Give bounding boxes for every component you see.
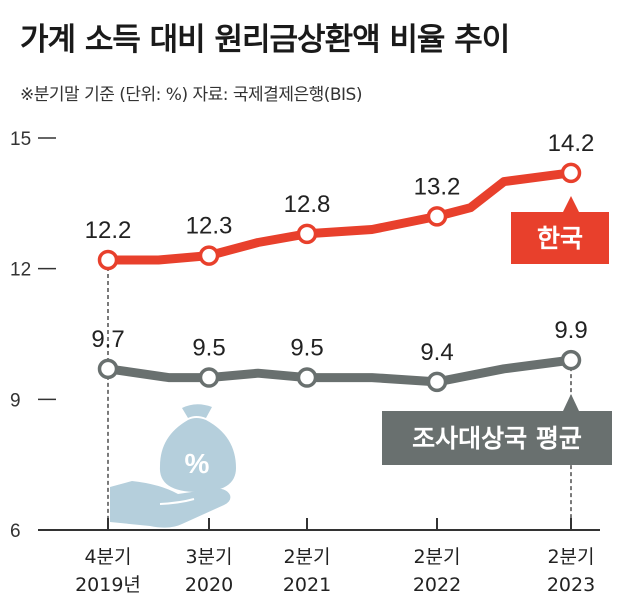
bag-percent-symbol: % (185, 448, 210, 479)
x-tick-label: 2분기 2021 (283, 546, 331, 596)
data-label: 9.9 (554, 317, 587, 344)
data-label: 12.2 (85, 217, 132, 244)
x-tick-label: 2분기 2022 (413, 546, 461, 596)
data-point-marker (97, 358, 119, 380)
y-tick-label: 6 (10, 521, 21, 542)
data-point-marker (560, 162, 582, 184)
open-hand-icon (110, 481, 231, 528)
legend-badge-average: 조사대상국 평균 (382, 394, 612, 465)
data-label: 9.7 (91, 326, 124, 353)
data-point-marker (198, 367, 220, 388)
money-bag-percent-icon: % (159, 404, 236, 492)
data-label: 9.5 (192, 335, 225, 362)
data-point-marker (97, 249, 119, 271)
y-tick-label: 9 (10, 390, 21, 411)
legend-badge-bg (511, 212, 609, 264)
data-point-marker (296, 367, 318, 388)
legend-badge-pointer (563, 196, 579, 212)
data-point-marker (198, 245, 220, 266)
axis-layer: 6 9 12 15 4분기 2019년 3분기 2020 2분기 2021 2분기 2022 2분기 20… (10, 129, 600, 596)
chart-title: 가계 소득 대비 원리금상환액 비율 추이 (20, 22, 510, 58)
y-tick-label: 12 (10, 260, 31, 281)
data-label: 9.5 (290, 335, 323, 362)
data-point-marker (426, 371, 448, 393)
x-tick-label: 4분기 2019년 (75, 546, 141, 596)
data-label: 12.3 (186, 213, 233, 240)
data-point-marker (560, 349, 582, 371)
chart-subtitle: ※분기말 기준 (단위: %) 자료: 국제결제은행(BIS) (20, 85, 362, 105)
data-label: 9.4 (420, 339, 453, 366)
data-label: 13.2 (414, 173, 461, 200)
legend-label-average: 조사대상국 평균 (412, 424, 582, 453)
legend-badge-bg (382, 411, 612, 465)
series-line (103, 355, 576, 387)
legend-badge-korea: 한국 (511, 196, 609, 264)
x-tick-label: 3분기 2020 (185, 546, 233, 596)
data-label: 14.2 (548, 130, 595, 157)
data-point-marker (296, 223, 318, 245)
data-point-marker (426, 206, 448, 227)
y-tick-label: 15 (10, 129, 31, 150)
legend-badge-pointer (563, 394, 579, 411)
data-label: 12.8 (284, 191, 331, 218)
illustration: % (110, 404, 236, 528)
legend-label-korea: 한국 (537, 224, 583, 253)
series-line (103, 168, 576, 265)
x-tick-label: 2분기 2023 (547, 546, 595, 596)
